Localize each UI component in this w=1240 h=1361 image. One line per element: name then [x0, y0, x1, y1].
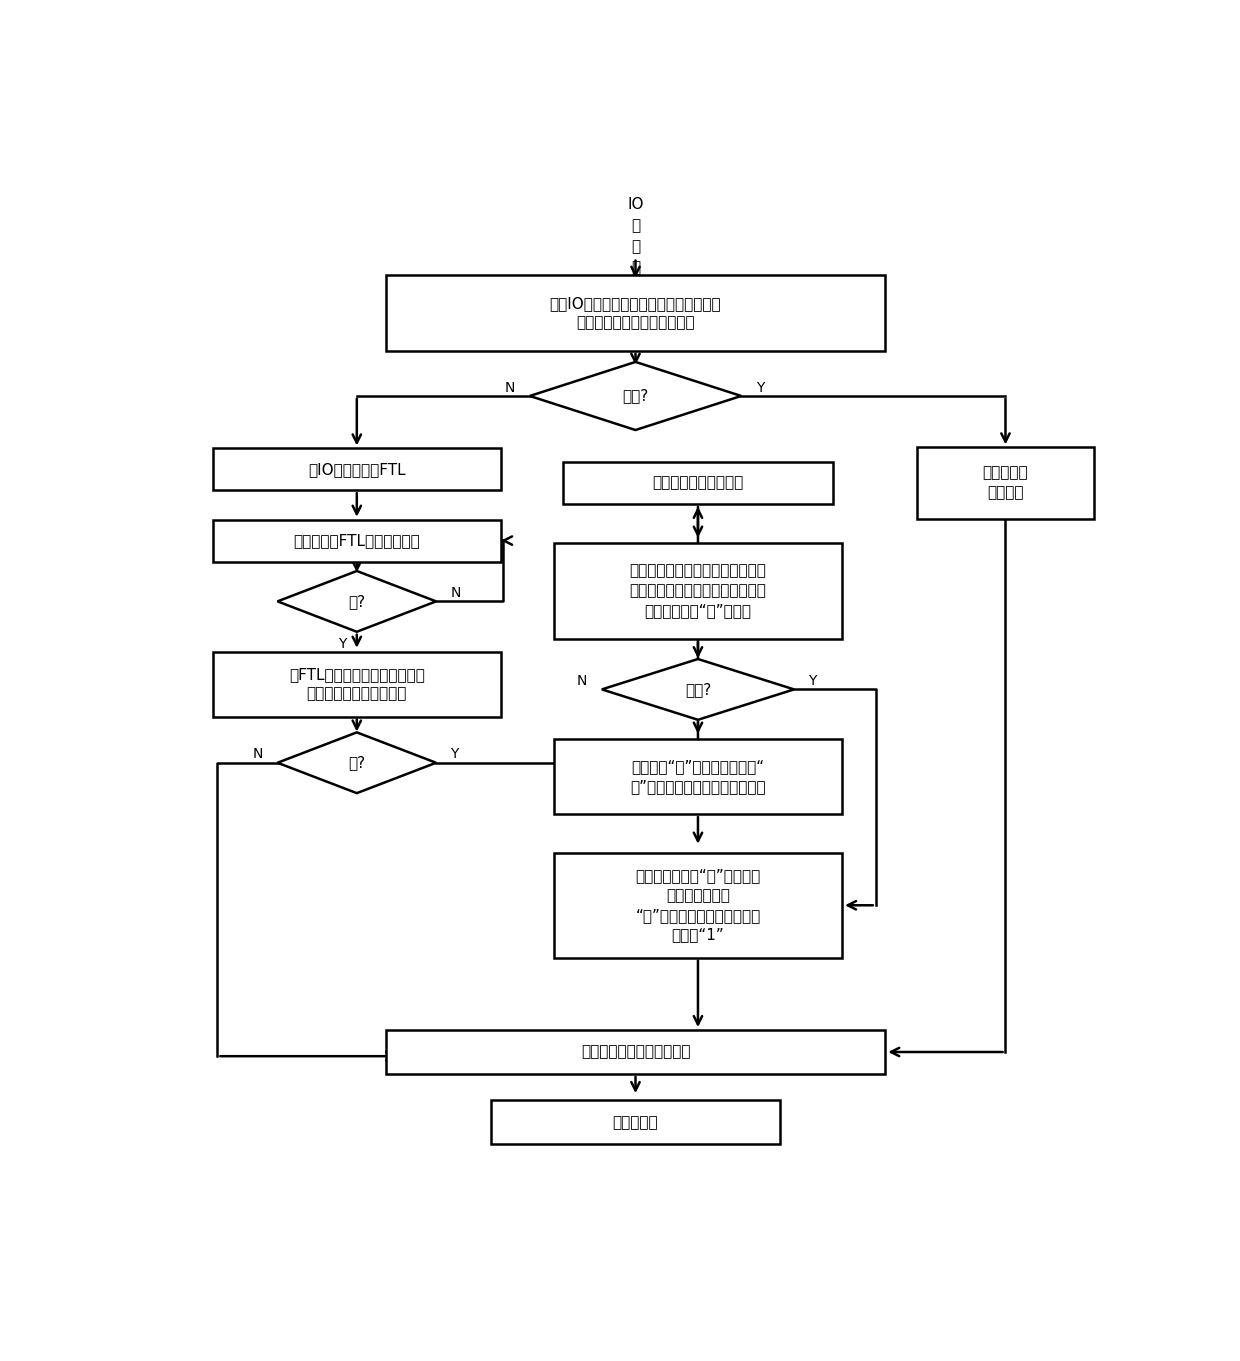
- Text: 有?: 有?: [348, 593, 366, 608]
- Text: Y: Y: [808, 674, 817, 689]
- Text: 将IO读请求转发FTL: 将IO读请求转发FTL: [308, 461, 405, 476]
- Text: N: N: [577, 674, 588, 689]
- Polygon shape: [601, 659, 794, 720]
- Text: 获取该物理块的“脏”页链表，
并将该页添加进
“脏”页链表的表头，并将表头
标记为“1”: 获取该物理块的“脏”页链表， 并将该页添加进 “脏”页链表的表头，并将表头 标记…: [635, 868, 760, 942]
- Polygon shape: [529, 362, 742, 430]
- Text: N: N: [450, 587, 461, 600]
- FancyBboxPatch shape: [554, 543, 842, 640]
- FancyBboxPatch shape: [386, 275, 885, 351]
- FancyBboxPatch shape: [386, 1030, 885, 1074]
- FancyBboxPatch shape: [563, 461, 832, 504]
- FancyBboxPatch shape: [213, 652, 501, 717]
- Text: 包含?: 包含?: [684, 682, 711, 697]
- Text: Y: Y: [755, 381, 764, 395]
- FancyBboxPatch shape: [213, 448, 501, 490]
- Text: IO
读
请
求: IO 读 请 求: [627, 197, 644, 275]
- Text: 从FTL接收读取的页数据，并判
断页缓存是否有空闲空间: 从FTL接收读取的页数据，并判 断页缓存是否有空闲空间: [289, 667, 425, 701]
- Text: N: N: [505, 381, 516, 395]
- Polygon shape: [278, 572, 436, 632]
- FancyBboxPatch shape: [213, 520, 501, 562]
- Text: 判断是否有FTL发送的页数据: 判断是否有FTL发送的页数据: [294, 534, 420, 548]
- FancyBboxPatch shape: [554, 853, 842, 958]
- Text: 将页数据存入页缓存中: 将页数据存入页缓存中: [652, 475, 744, 490]
- Text: Y: Y: [339, 637, 347, 652]
- FancyBboxPatch shape: [554, 739, 842, 814]
- Text: 根据该页对应的物理块号查找物理
块链表，并判断物理块链表是否包
含该物理块的“脏”页链表: 根据该页对应的物理块号查找物理 块链表，并判断物理块链表是否包 含该物理块的“脏…: [630, 563, 766, 618]
- Text: 有?: 有?: [348, 755, 366, 770]
- FancyBboxPatch shape: [916, 448, 1095, 519]
- Text: 读过程结束: 读过程结束: [613, 1115, 658, 1130]
- Polygon shape: [278, 732, 436, 793]
- Text: 从缓存中读
出页数据: 从缓存中读 出页数据: [982, 465, 1028, 501]
- Text: Y: Y: [450, 747, 459, 761]
- Text: 命中?: 命中?: [622, 388, 649, 403]
- Text: 根据IO读请求的逻辑页号，判断该逻辑页
号是否与页缓存中的某项命中: 根据IO读请求的逻辑页号，判断该逻辑页 号是否与页缓存中的某项命中: [549, 295, 722, 331]
- Text: 创建一个“脏”页链表，并将该“
脏”页链表置于物理块链表的表头: 创建一个“脏”页链表，并将该“ 脏”页链表置于物理块链表的表头: [630, 759, 766, 793]
- Text: N: N: [253, 747, 263, 761]
- FancyBboxPatch shape: [491, 1100, 780, 1145]
- Text: 将获取的页数据返回给主机: 将获取的页数据返回给主机: [580, 1044, 691, 1059]
